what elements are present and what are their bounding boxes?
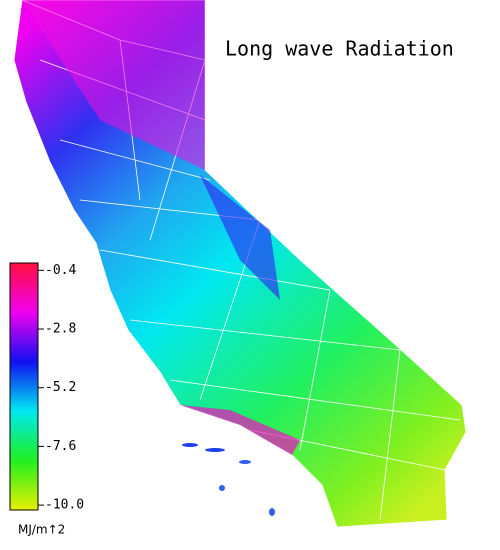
island (182, 443, 198, 447)
island (239, 460, 251, 464)
map-title: Long wave Radiation (225, 37, 454, 61)
colorbar-tick-label: -5.2 (45, 380, 76, 395)
island (219, 485, 225, 491)
colorbar-unit: MJ/m↑2 (18, 523, 65, 537)
north-shading (22, 0, 205, 170)
colorbar-scale (9, 262, 39, 511)
california-map (13, 0, 467, 528)
colorbar-tick-label: -0.4 (45, 263, 76, 278)
island (205, 448, 225, 452)
colorbar-tick-label: -10.0 (45, 498, 84, 513)
island (269, 508, 275, 516)
sierra-shading (200, 175, 280, 300)
colorbar-tick-label: -2.8 (45, 322, 76, 337)
coast-shading (180, 405, 300, 455)
colorbar-tick-label: -7.6 (45, 439, 76, 454)
colorbar: -0.4 -2.8 -5.2 -7.6 -10.0 MJ/m↑2 (9, 262, 84, 537)
